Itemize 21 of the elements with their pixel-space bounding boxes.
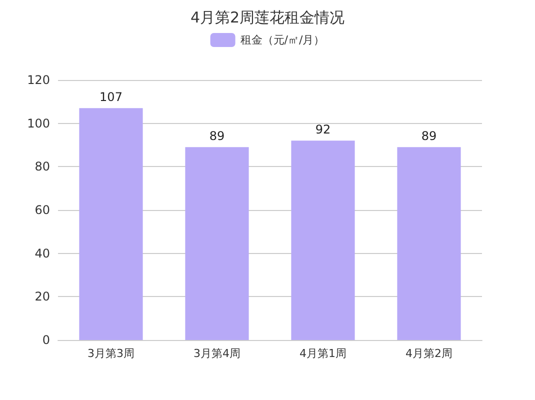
x-tick-label: 4月第2周 — [406, 347, 452, 360]
x-tick-label: 3月第3周 — [88, 347, 134, 360]
bar — [79, 108, 143, 340]
data-label: 89 — [209, 129, 225, 144]
y-tick-label: 100 — [27, 116, 50, 130]
legend-label: 租金（元/㎡/月） — [240, 34, 325, 46]
x-tick-label: 4月第1周 — [300, 347, 346, 360]
y-tick-label: 80 — [34, 160, 50, 174]
y-tick-label: 60 — [34, 203, 50, 217]
x-tick-label: 3月第4周 — [194, 347, 240, 360]
data-label: 89 — [421, 129, 437, 144]
y-tick-label: 120 — [27, 73, 50, 87]
y-tick-label: 0 — [42, 333, 50, 347]
bar — [397, 147, 461, 340]
chart-title: 4月第2周莲花租金情况 — [190, 8, 345, 26]
y-tick-label: 20 — [34, 290, 50, 304]
bar — [185, 147, 249, 340]
data-label: 107 — [100, 90, 122, 104]
y-tick-label: 40 — [34, 246, 50, 260]
data-label: 92 — [315, 122, 331, 137]
bar — [291, 140, 355, 340]
